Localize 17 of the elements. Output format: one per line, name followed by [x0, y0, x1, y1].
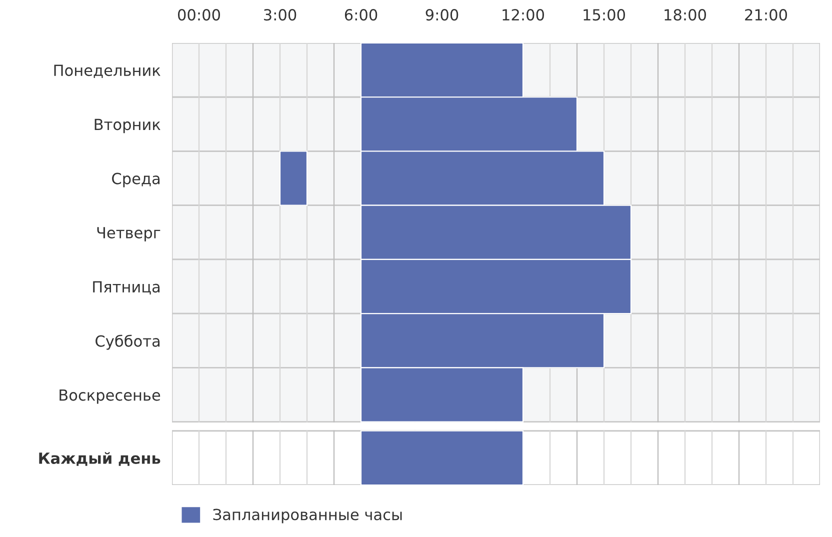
x-tick-label: 18:00: [664, 9, 706, 21]
x-tick-label: 21:00: [745, 9, 787, 21]
y-tick-label: Суббота: [96, 334, 160, 350]
y-tick-label: Понедельник: [54, 64, 160, 78]
y-tick-label: Воскресенье: [60, 389, 160, 404]
y-tick-label: Каждый день: [39, 452, 160, 466]
x-tick-label: 6:00: [344, 9, 378, 21]
y-tick-label: Вторник: [94, 118, 160, 134]
x-tick-label: 00:00: [178, 9, 220, 21]
x-tick-label: 15:00: [584, 9, 625, 21]
legend-label: Запланированные часы: [213, 508, 402, 524]
y-tick-label: Среда: [112, 172, 160, 188]
y-tick-label: Пятница: [93, 281, 160, 294]
x-tick-label: 9:00: [426, 9, 458, 21]
x-tick-label: 12:00: [502, 9, 544, 21]
y-tick-label: Четверг: [97, 227, 160, 242]
x-tick-label: 3:00: [264, 9, 296, 21]
